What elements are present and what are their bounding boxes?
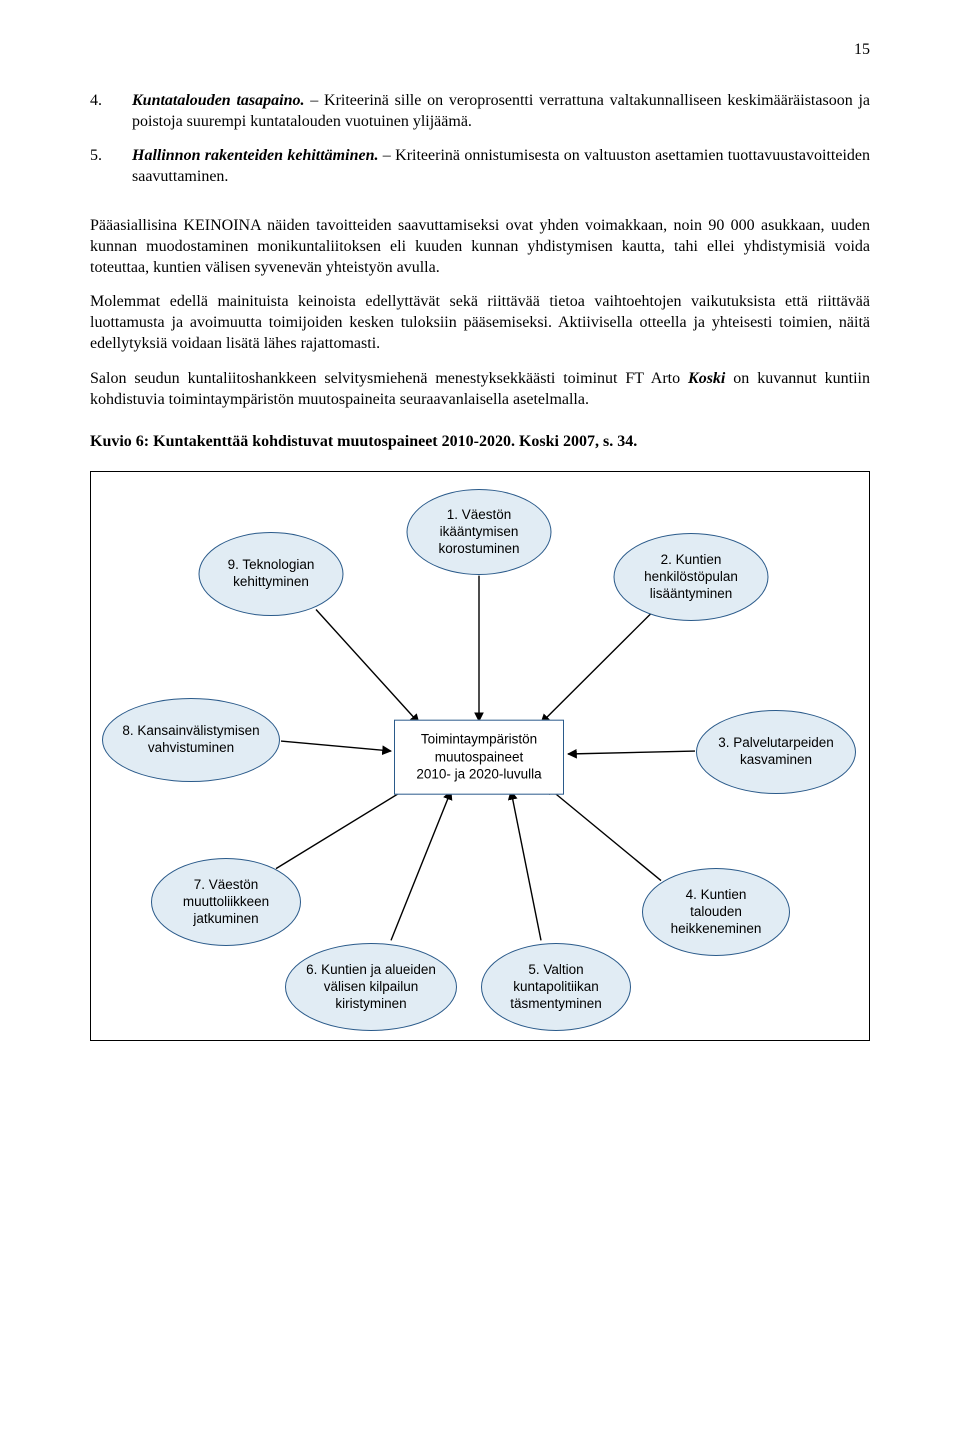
diagram-center: Toimintaympäristönmuutospaineet2010- ja … <box>394 720 564 795</box>
item-title: Kuntatalouden tasapaino. <box>132 92 305 109</box>
figure-caption: Kuvio 6: Kuntakenttää kohdistuvat muutos… <box>90 432 870 453</box>
diagram-node-7: 7. Väestönmuuttoliikkeenjatkuminen <box>151 858 301 946</box>
list-item-4: 4. Kuntatalouden tasapaino. – Kriteerinä… <box>90 91 870 133</box>
paragraph-3: Salon seudun kuntaliitoshankkeen selvity… <box>90 369 870 411</box>
page-number: 15 <box>90 40 870 61</box>
diagram-node-2: 2. Kuntienhenkilöstöpulanlisääntyminen <box>614 533 769 621</box>
list-content: Kuntatalouden tasapaino. – Kriteerinä si… <box>132 91 870 133</box>
diagram-node-4: 4. Kuntientaloudenheikkeneminen <box>642 868 790 956</box>
p3-koski: Koski <box>688 370 725 387</box>
list-content: Hallinnon rakenteiden kehittäminen. – Kr… <box>132 146 870 188</box>
diagram-container: Toimintaympäristönmuutospaineet2010- ja … <box>90 471 870 1041</box>
p3-pre: Salon seudun kuntaliitoshankkeen selvity… <box>90 370 688 387</box>
list-number: 5. <box>90 146 132 188</box>
diagram-node-8: 8. Kansainvälistymisenvahvistuminen <box>102 698 280 782</box>
diagram-node-1: 1. Väestönikääntymisenkorostuminen <box>407 489 552 575</box>
diagram-node-5: 5. Valtionkuntapolitiikantäsmentyminen <box>481 943 631 1031</box>
item-title: Hallinnon rakenteiden kehittäminen. <box>132 147 378 164</box>
list-item-5: 5. Hallinnon rakenteiden kehittäminen. –… <box>90 146 870 188</box>
paragraph-1: Pääasiallisina KEINOINA näiden tavoittei… <box>90 216 870 278</box>
list-number: 4. <box>90 91 132 133</box>
diagram-node-9: 9. Teknologiankehittyminen <box>199 532 344 616</box>
paragraph-2: Molemmat edellä mainituista keinoista ed… <box>90 292 870 354</box>
diagram-node-3: 3. Palvelutarpeidenkasvaminen <box>696 710 856 794</box>
diagram-node-6: 6. Kuntien ja alueidenvälisen kilpailunk… <box>285 943 457 1031</box>
